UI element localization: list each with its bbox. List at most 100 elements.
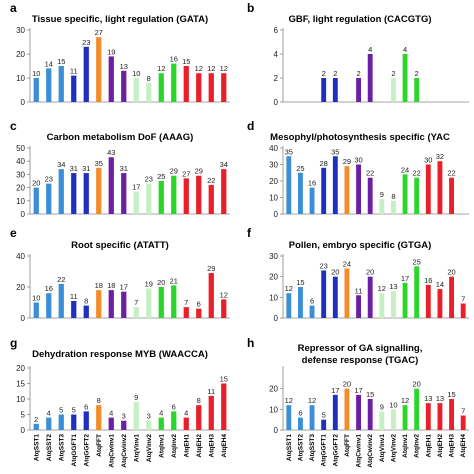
x-tick-label: AtqEH3 (449, 434, 456, 458)
data-label: 11 (70, 67, 78, 76)
y-tick-label: 10 (16, 197, 25, 206)
data-label: 8 (197, 396, 201, 405)
bar (58, 169, 64, 214)
x-tick-label: AtqEH1 (183, 434, 190, 458)
bar (449, 177, 454, 214)
bar (391, 78, 396, 102)
data-label: 35 (285, 147, 293, 156)
y-tick-label: 0 (21, 426, 26, 435)
x-tick-label: AtqGGFT2 (332, 434, 339, 467)
bar (158, 417, 164, 430)
bar (171, 63, 177, 102)
x-tick-label: AtqInv2 (414, 434, 421, 458)
data-label: 12 (207, 64, 215, 73)
bar (108, 290, 114, 318)
bar (133, 191, 139, 214)
bar (108, 56, 114, 102)
data-label: 20 (447, 268, 455, 277)
x-tick-label: AtqSST3 (309, 434, 316, 461)
data-label: 12 (401, 396, 409, 405)
data-label: 23 (320, 261, 328, 270)
bar (332, 276, 338, 318)
bar (402, 174, 408, 214)
bar (460, 415, 466, 430)
data-label: 16 (45, 284, 53, 293)
data-label: 6 (84, 402, 88, 411)
data-label: 9 (134, 393, 138, 402)
panel-f: f Pollen, embryo specific (GTGA) 0 10 20 30 12… (247, 226, 469, 323)
data-label: 13 (389, 282, 397, 291)
x-tick-label: AtqVinv1 (133, 434, 140, 462)
bar (58, 414, 64, 430)
bar (221, 169, 227, 214)
bar (121, 420, 127, 430)
y-tick-label: 10 (269, 293, 278, 302)
bar (46, 293, 52, 318)
data-label: 4 (47, 409, 51, 418)
bar (321, 419, 327, 430)
panel-title: Tissue specific, light regulation (GATA) (32, 14, 208, 25)
bar (83, 305, 89, 318)
bar (286, 293, 292, 318)
data-label: 6 (172, 402, 176, 411)
x-tick-label: AtqEH4 (221, 434, 228, 458)
x-tick-label: AtqInv2 (171, 434, 178, 458)
bar (208, 395, 214, 430)
data-label: 4 (368, 45, 372, 54)
bar (344, 166, 350, 214)
x-tick-label: AtqFFT (344, 434, 351, 457)
bar (183, 417, 189, 430)
bar (146, 183, 152, 214)
bar (108, 417, 114, 430)
data-label: 23 (145, 175, 153, 184)
bar (71, 300, 77, 318)
data-label: 2 (322, 69, 326, 78)
bar (158, 181, 164, 214)
panel-c: c Carbon metabolism DoF (AAAG) 0 10 20 30 40 50… (10, 119, 230, 219)
data-label: 15 (296, 278, 304, 287)
panel-h: h Repressor of GA signalling,defense resp… (247, 336, 469, 468)
data-label: 23 (82, 38, 90, 47)
data-label: 12 (378, 284, 386, 293)
bar (221, 73, 227, 102)
bar (356, 164, 361, 214)
bar (414, 266, 420, 318)
y-tick-label: 10 (269, 405, 278, 414)
data-label: 15 (57, 57, 65, 66)
panel-title: Carbon metabolism DoF (AAAG) (47, 132, 194, 143)
panel-d: d Mesophyl/photosynthesis specific (YAC 0 1… (247, 119, 469, 219)
x-tick-label: AtqVinv2 (146, 434, 153, 462)
bar (309, 305, 315, 318)
data-label: 9 (380, 402, 384, 411)
bar (332, 156, 338, 214)
bar (286, 405, 292, 430)
data-label: 31 (70, 164, 78, 173)
bar (171, 175, 177, 214)
y-tick-label: 15 (16, 380, 25, 389)
data-label: 35 (95, 159, 103, 168)
y-tick-label: 40 (16, 252, 25, 261)
y-tick-label: 30 (16, 170, 25, 179)
bar (379, 293, 385, 318)
data-label: 20 (32, 179, 40, 188)
data-label: 25 (296, 164, 304, 173)
x-tick-label: AtqSST2 (46, 434, 53, 461)
bar (344, 388, 350, 430)
y-tick-label: 30 (269, 161, 278, 170)
bar (46, 417, 52, 430)
data-label: 22 (413, 169, 421, 178)
bar (196, 175, 202, 214)
panel-a: a Tissue specific, light regulation (GATA… (10, 1, 230, 107)
bar (133, 78, 139, 102)
x-tick-label: AtqSST3 (58, 434, 65, 461)
y-tick-label: 30 (16, 26, 25, 35)
bar (437, 289, 443, 318)
y-tick-label: 50 (16, 144, 25, 153)
data-label: 2 (391, 69, 395, 78)
bar (391, 200, 396, 214)
bar (298, 417, 303, 430)
y-tick-label: 20 (16, 184, 25, 193)
panel-letter: a (10, 1, 17, 15)
data-label: 12 (285, 396, 293, 405)
data-label: 29 (207, 264, 215, 273)
